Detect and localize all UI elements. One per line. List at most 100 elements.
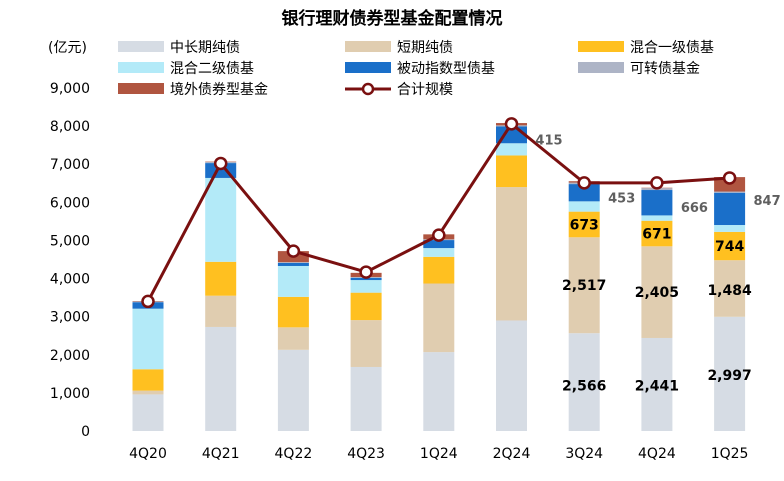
- bar-segment-1Q24-2: [423, 283, 455, 353]
- bar-segment-1Q24-4: [423, 248, 455, 257]
- bar-segment-4Q24-5: [641, 190, 673, 216]
- bar-segment-4Q24-2: [641, 246, 673, 338]
- bar-segment-4Q20-1: [132, 394, 164, 431]
- bar-segment-4Q22-3: [277, 296, 309, 328]
- bar-segment-4Q23-2: [350, 320, 382, 367]
- y-tick-label: 5,000: [50, 233, 90, 249]
- legend-swatch: [578, 62, 624, 73]
- legend-label: 混合二级债基: [170, 60, 254, 77]
- data-label-1Q25: 744: [715, 239, 744, 255]
- y-tick-label: 7,000: [50, 157, 90, 173]
- legend-swatch: [118, 62, 164, 73]
- x-tick-label-4Q23: 4Q23: [347, 446, 385, 462]
- bar-segment-1Q24-5: [423, 240, 455, 249]
- y-unit-label: (亿元): [48, 40, 87, 56]
- legend-label: 短期纯债: [397, 40, 453, 56]
- y-tick-label: 0: [81, 424, 90, 440]
- bar-segment-4Q21-1: [205, 326, 237, 431]
- data-label-3Q24: 453: [608, 192, 635, 207]
- data-label-3Q24: 2,566: [562, 378, 606, 394]
- legend-swatch: [345, 62, 391, 73]
- x-tick-label-4Q22: 4Q22: [275, 446, 313, 462]
- data-label-2Q24: 415: [535, 133, 562, 148]
- bar-segment-1Q24-3: [423, 256, 455, 284]
- x-tick-label-4Q21: 4Q21: [202, 446, 240, 462]
- data-label-1Q25: 1,484: [707, 283, 752, 299]
- legend-label: 可转债基金: [630, 60, 700, 77]
- y-tick-label: 3,000: [50, 310, 90, 326]
- bar-segment-4Q24-4: [641, 215, 673, 221]
- bar-segment-2Q24-4: [496, 143, 527, 156]
- bar-segment-1Q24-1: [423, 352, 455, 431]
- bar-segment-3Q24-5: [568, 184, 600, 202]
- bar-segment-3Q24-1: [568, 333, 600, 431]
- total-point-3Q24: [577, 176, 591, 190]
- bar-segment-4Q24-1: [641, 337, 673, 431]
- bar-segment-3Q24-2: [568, 237, 600, 334]
- total-point-1Q24: [432, 228, 446, 242]
- x-axis: 4Q20 4Q21 4Q22 4Q23 1Q24 2Q24 3Q24 4Q24 1Q25: [129, 446, 748, 462]
- legend-label: 混合一级债基: [630, 39, 714, 56]
- y-axis: 0 1,000 2,000 3,000 4,000 5,000 6,000 7,000 8,00…: [50, 81, 90, 440]
- legend-swatch: [578, 41, 624, 52]
- data-label-1Q25: 2,997: [707, 368, 751, 384]
- total-point-4Q23: [359, 265, 373, 279]
- bar-segment-3Q24-4: [568, 201, 600, 212]
- bar-segment-1Q25-1: [714, 316, 746, 431]
- total-point-4Q24: [650, 176, 664, 190]
- y-tick-label: 8,000: [50, 119, 90, 135]
- bar-segment-4Q20-3: [132, 369, 164, 391]
- bar-segment-2Q24-1: [496, 320, 527, 431]
- legend-label: 境外债券型基金: [170, 81, 268, 98]
- y-tick-label: 6,000: [50, 195, 90, 211]
- bar-segment-2Q24-2: [496, 187, 527, 321]
- x-tick-label-2Q24: 2Q24: [493, 446, 531, 462]
- y-tick-label: 4,000: [50, 272, 90, 288]
- data-label-4Q24: 671: [642, 227, 671, 243]
- bar-segment-4Q23-1: [350, 366, 382, 431]
- x-tick-label-4Q20: 4Q20: [129, 446, 167, 462]
- legend-swatch: [345, 41, 391, 52]
- x-tick-label-1Q24: 1Q24: [420, 446, 458, 462]
- data-label-1Q25: 847: [754, 194, 781, 209]
- data-label-3Q24: 2,517: [562, 278, 606, 294]
- data-label-4Q24: 2,441: [635, 378, 679, 394]
- bar-segment-4Q22-2: [277, 327, 309, 350]
- chart-title: 银行理财债券型基金配置情况: [282, 8, 503, 29]
- bar-segment-4Q23-3: [350, 292, 382, 321]
- total-point-1Q25: [722, 171, 737, 185]
- y-tick-label: 1,000: [50, 386, 90, 402]
- bar-segment-3Q24-3: [568, 211, 600, 238]
- y-tick-label: 9,000: [50, 81, 90, 97]
- total-point-4Q22: [286, 244, 301, 258]
- bar-segment-4Q22-5: [277, 262, 309, 266]
- total-point-2Q24: [504, 117, 519, 131]
- bar-segment-4Q24-3: [641, 220, 673, 247]
- bar-segment-4Q22-6: [277, 262, 309, 263]
- bar-segment-1Q25-6: [714, 191, 746, 193]
- legend-swatch: [118, 41, 164, 52]
- legend-swatch: [118, 83, 164, 94]
- bar-segment-4Q22-1: [277, 349, 309, 431]
- bar-segment-1Q25-2: [714, 260, 746, 317]
- bar-segment-4Q23-5: [350, 277, 382, 281]
- total-line-series: [141, 117, 737, 309]
- x-tick-label-1Q25: 1Q25: [711, 446, 749, 462]
- bar-segment-1Q25-4: [714, 225, 746, 232]
- legend-label: 被动指数型债基: [397, 60, 495, 77]
- legend-label: 合计规模: [397, 82, 453, 98]
- data-label-3Q24: 673: [570, 217, 599, 233]
- bar-series: [132, 123, 746, 431]
- data-label-4Q24: 2,405: [635, 285, 679, 301]
- total-point-4Q21: [213, 156, 228, 171]
- legend-label: 中长期纯债: [170, 40, 240, 56]
- x-tick-label-3Q24: 3Q24: [565, 446, 603, 462]
- bar-segment-4Q20-4: [132, 308, 164, 370]
- bar-segment-4Q20-2: [132, 390, 164, 395]
- bar-segment-4Q23-4: [350, 280, 382, 293]
- bar-segment-4Q21-3: [205, 261, 237, 296]
- bar-segment-4Q22-4: [277, 265, 309, 297]
- data-label-4Q24: 666: [681, 201, 708, 216]
